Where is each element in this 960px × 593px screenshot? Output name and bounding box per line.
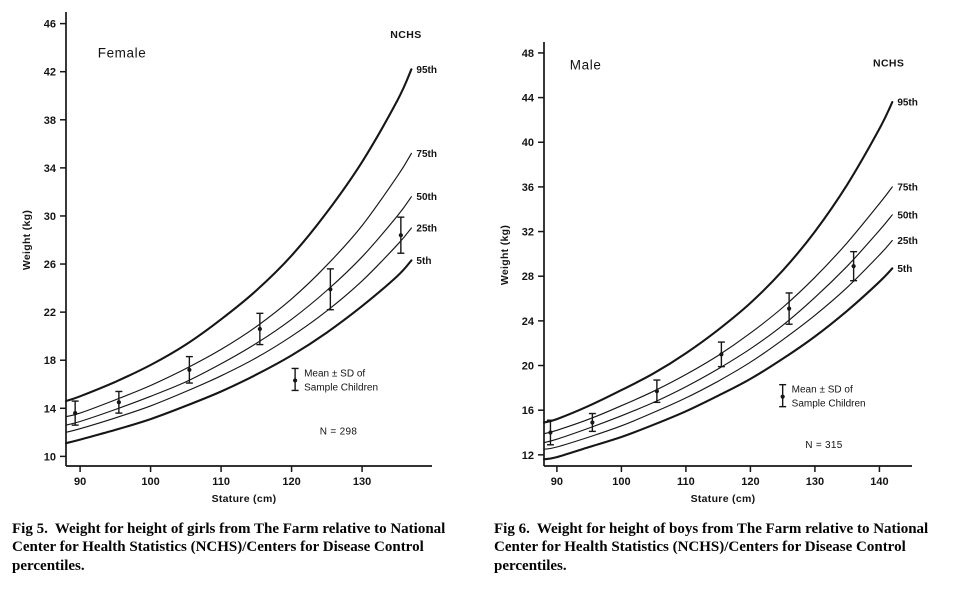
x-tick-label: 110: [677, 476, 695, 488]
sample-errorbar-4-mean-dot: [787, 306, 792, 311]
percentile-label-75th: 75th: [416, 149, 437, 160]
y-tick-label: 36: [522, 182, 534, 194]
sample-size-label: N = 298: [320, 427, 358, 438]
figure-5-label: Fig 5.: [12, 521, 48, 537]
percentile-label-5th: 5th: [416, 256, 431, 267]
sample-errorbar-4-mean-dot: [328, 287, 333, 292]
figure-5-caption: Fig 5. Weight for height of girls from Th…: [12, 520, 464, 575]
y-tick-label: 14: [44, 403, 57, 415]
chart-weight-for-height-boys: 12 16 20 24 28 32 36 40 44 48 90 100 110 120 130 140 Sta…: [499, 42, 918, 505]
y-axis-title: Weight (kg): [21, 210, 33, 270]
journal-figure-page: 10 14 18 22 26 30 34 38 42 46 90 100 110 120 130 Statur…: [12, 4, 960, 575]
x-tick-label: 120: [741, 476, 759, 488]
percentile-label-5th: 5th: [897, 264, 912, 275]
x-tick-label: 130: [353, 476, 371, 488]
y-tick-label: 16: [522, 405, 534, 417]
figure-6-caption: Fig 6. Weight for height of boys from The…: [494, 520, 946, 575]
legend-line1: Mean ± SD of: [304, 368, 365, 379]
y-tick-label: 48: [522, 48, 534, 60]
sample-errorbar-0-mean-dot: [548, 430, 553, 435]
legend-errorbar-glyph-mean-dot: [780, 394, 785, 399]
y-tick-label: 46: [44, 19, 56, 31]
percentile-label-95th: 95th: [897, 98, 918, 109]
percentile-label-50th: 50th: [416, 192, 437, 203]
y-tick-label: 40: [522, 137, 534, 149]
percentile-curve-95th: [542, 101, 894, 424]
x-tick-label: 140: [870, 476, 888, 488]
x-tick-label: 130: [806, 476, 824, 488]
figure-6-block: 12 16 20 24 28 32 36 40 44 48 90 100 110 120 130 140 Sta…: [494, 4, 960, 575]
percentile-curve-50th: [65, 196, 412, 426]
y-tick-label: 30: [44, 211, 56, 223]
sample-errorbar-0-mean-dot: [73, 411, 78, 416]
percentile-curve-50th: [543, 214, 893, 444]
chart-weight-for-height-girls: 10 14 18 22 26 30 34 38 42 46 90 100 110 120 130 Statur…: [21, 12, 437, 505]
y-tick-label: 18: [44, 355, 56, 367]
percentile-curve-25th: [65, 227, 412, 433]
group-label: Male: [570, 58, 602, 73]
y-axis-title: Weight (kg): [499, 225, 511, 285]
percentile-curve-75th: [65, 152, 412, 418]
percentile-label-95th: 95th: [416, 65, 437, 76]
figure-5-block: 10 14 18 22 26 30 34 38 42 46 90 100 110 120 130 Statur…: [12, 4, 478, 575]
nchs-label: NCHS: [873, 57, 904, 69]
sample-errorbar-1-mean-dot: [590, 420, 595, 425]
sample-errorbar-5-mean-dot: [851, 264, 856, 269]
percentile-curve-5th: [542, 267, 894, 461]
x-axis-title: Stature (cm): [212, 493, 277, 505]
figure-6-caption-text: Weight for height of boys from The Farm …: [494, 521, 929, 574]
sample-errorbar-3-mean-dot: [719, 352, 724, 357]
y-tick-label: 34: [44, 163, 57, 175]
percentile-label-25th: 25th: [897, 236, 918, 247]
percentile-label-75th: 75th: [897, 182, 918, 193]
y-tick-label: 20: [522, 361, 534, 373]
y-tick-label: 44: [522, 93, 535, 105]
percentile-label-50th: 50th: [897, 210, 918, 221]
y-tick-label: 24: [522, 316, 535, 328]
x-tick-label: 100: [612, 476, 630, 488]
x-axis-title: Stature (cm): [691, 493, 756, 505]
sample-errorbar-2-mean-dot: [654, 389, 659, 394]
sample-size-label: N = 315: [805, 440, 843, 451]
y-tick-label: 22: [44, 307, 56, 319]
percentile-curve-75th: [543, 186, 893, 435]
sample-errorbar-1-mean-dot: [116, 400, 121, 405]
figure-6-label: Fig 6.: [494, 521, 530, 537]
x-tick-label: 110: [212, 476, 230, 488]
percentile-label-25th: 25th: [416, 223, 437, 234]
y-tick-label: 28: [522, 271, 534, 283]
y-tick-label: 38: [44, 115, 56, 127]
legend-errorbar-glyph-mean-dot: [293, 378, 298, 383]
sample-errorbar-2-mean-dot: [187, 367, 192, 372]
y-tick-label: 12: [522, 450, 534, 462]
x-tick-label: 120: [282, 476, 300, 488]
y-tick-label: 42: [44, 67, 56, 79]
percentile-curve-25th: [543, 239, 893, 450]
legend-line2: Sample Children: [304, 382, 378, 393]
figure-5-caption-text: Weight for height of girls from The Farm…: [12, 521, 446, 574]
percentile-curve-5th: [64, 259, 413, 445]
legend-line2: Sample Children: [792, 399, 866, 410]
percentile-curve-95th: [64, 68, 413, 403]
sample-errorbar-5-mean-dot: [398, 233, 403, 238]
x-tick-label: 100: [141, 476, 159, 488]
nchs-label: NCHS: [390, 29, 421, 41]
legend-line1: Mean ± SD of: [792, 385, 853, 396]
x-tick-label: 90: [74, 476, 86, 488]
x-tick-label: 90: [551, 476, 563, 488]
sample-errorbar-3-mean-dot: [257, 326, 262, 332]
y-tick-label: 26: [44, 259, 56, 271]
y-tick-label: 10: [44, 451, 56, 463]
y-tick-label: 32: [522, 227, 534, 239]
group-label: Female: [98, 45, 147, 60]
